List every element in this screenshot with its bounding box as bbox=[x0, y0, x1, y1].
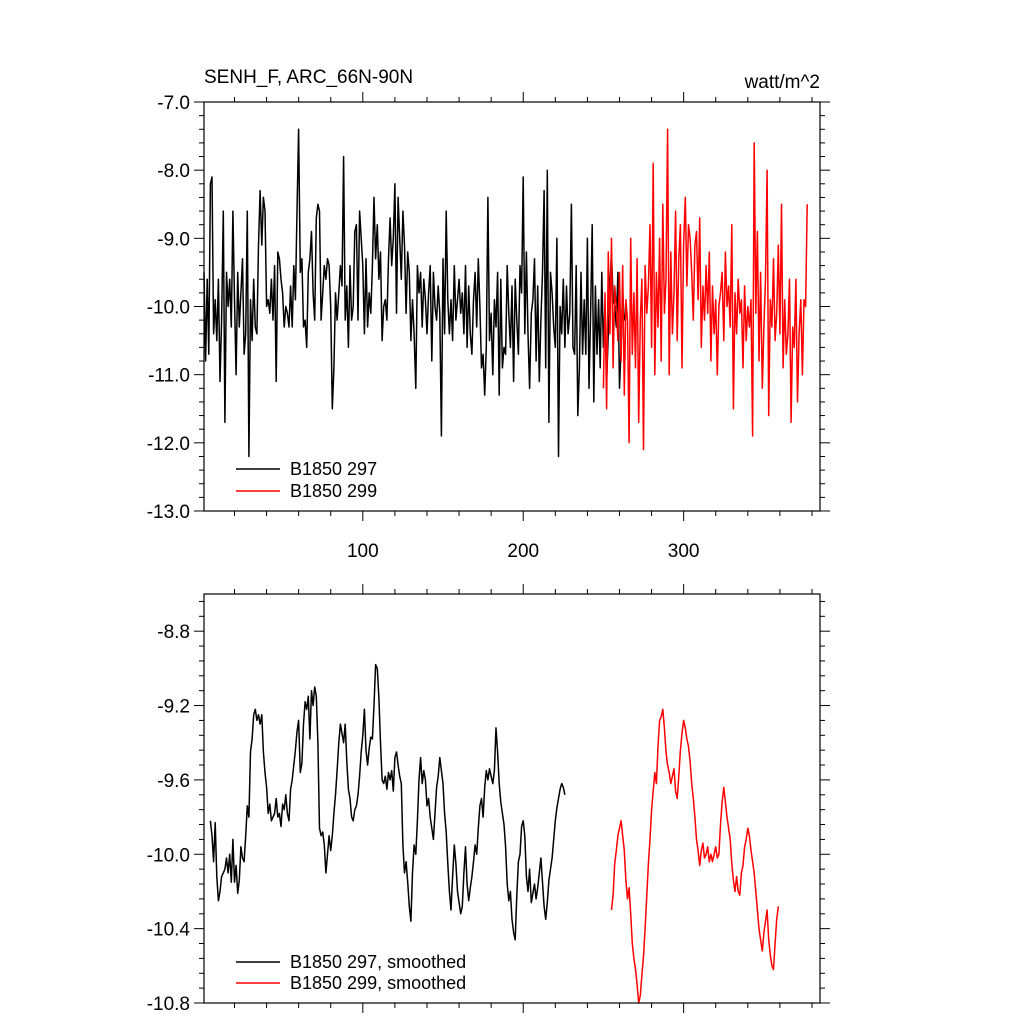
series-line-b1850-297-smoothed bbox=[209, 663, 566, 941]
y-tick-label: -9.0 bbox=[157, 229, 190, 250]
top-plot-frame bbox=[203, 101, 821, 512]
x-tick-label: 200 bbox=[507, 541, 539, 562]
x-tick-label: 100 bbox=[347, 541, 379, 562]
chart-title: SENH_F, ARC_66N-90N bbox=[204, 67, 413, 88]
legend-label-b1850-299: B1850 299 bbox=[290, 481, 377, 501]
x-tick-label: 300 bbox=[668, 541, 700, 562]
series-line-b1850-297 bbox=[203, 128, 627, 458]
y-tick-label: -10.8 bbox=[147, 994, 190, 1015]
y-tick-label: -10.0 bbox=[147, 298, 190, 319]
y-tick-label: -11.0 bbox=[148, 366, 190, 387]
units-label: watt/m^2 bbox=[744, 72, 820, 93]
y-tick-label: -9.2 bbox=[157, 697, 190, 718]
series-line-b1850-299 bbox=[602, 128, 808, 451]
top-legend: B1850 297 B1850 299 bbox=[236, 459, 377, 501]
bottom-panel: -8.8 -9.2 -9.6 -10.0 -10.4 -10.8 B1850 297, s… bbox=[147, 584, 830, 1015]
y-tick-label: -9.6 bbox=[157, 771, 190, 792]
y-tick-label: -8.0 bbox=[157, 161, 190, 182]
y-tick-label: -12.0 bbox=[147, 434, 190, 455]
y-tick-label: -7.0 bbox=[157, 93, 190, 114]
legend-label-b1850-299-smoothed: B1850 299, smoothed bbox=[290, 973, 466, 993]
y-tick-label: -10.0 bbox=[147, 845, 190, 866]
series-line-b1850-299-smoothed bbox=[610, 708, 780, 1004]
y-tick-label: -8.8 bbox=[157, 622, 190, 643]
bottom-plot-frame bbox=[203, 593, 821, 1004]
top-panel: SENH_F, ARC_66N-90N watt/m^2 -7.0 -8.0 -9.… bbox=[147, 67, 830, 562]
legend-label-b1850-297: B1850 297 bbox=[290, 459, 377, 479]
legend-label-b1850-297-smoothed: B1850 297, smoothed bbox=[290, 952, 466, 972]
y-tick-label: -10.4 bbox=[147, 920, 191, 941]
y-tick-label: -13.0 bbox=[147, 502, 190, 523]
bottom-legend: B1850 297, smoothed B1850 299, smoothed bbox=[236, 952, 466, 993]
